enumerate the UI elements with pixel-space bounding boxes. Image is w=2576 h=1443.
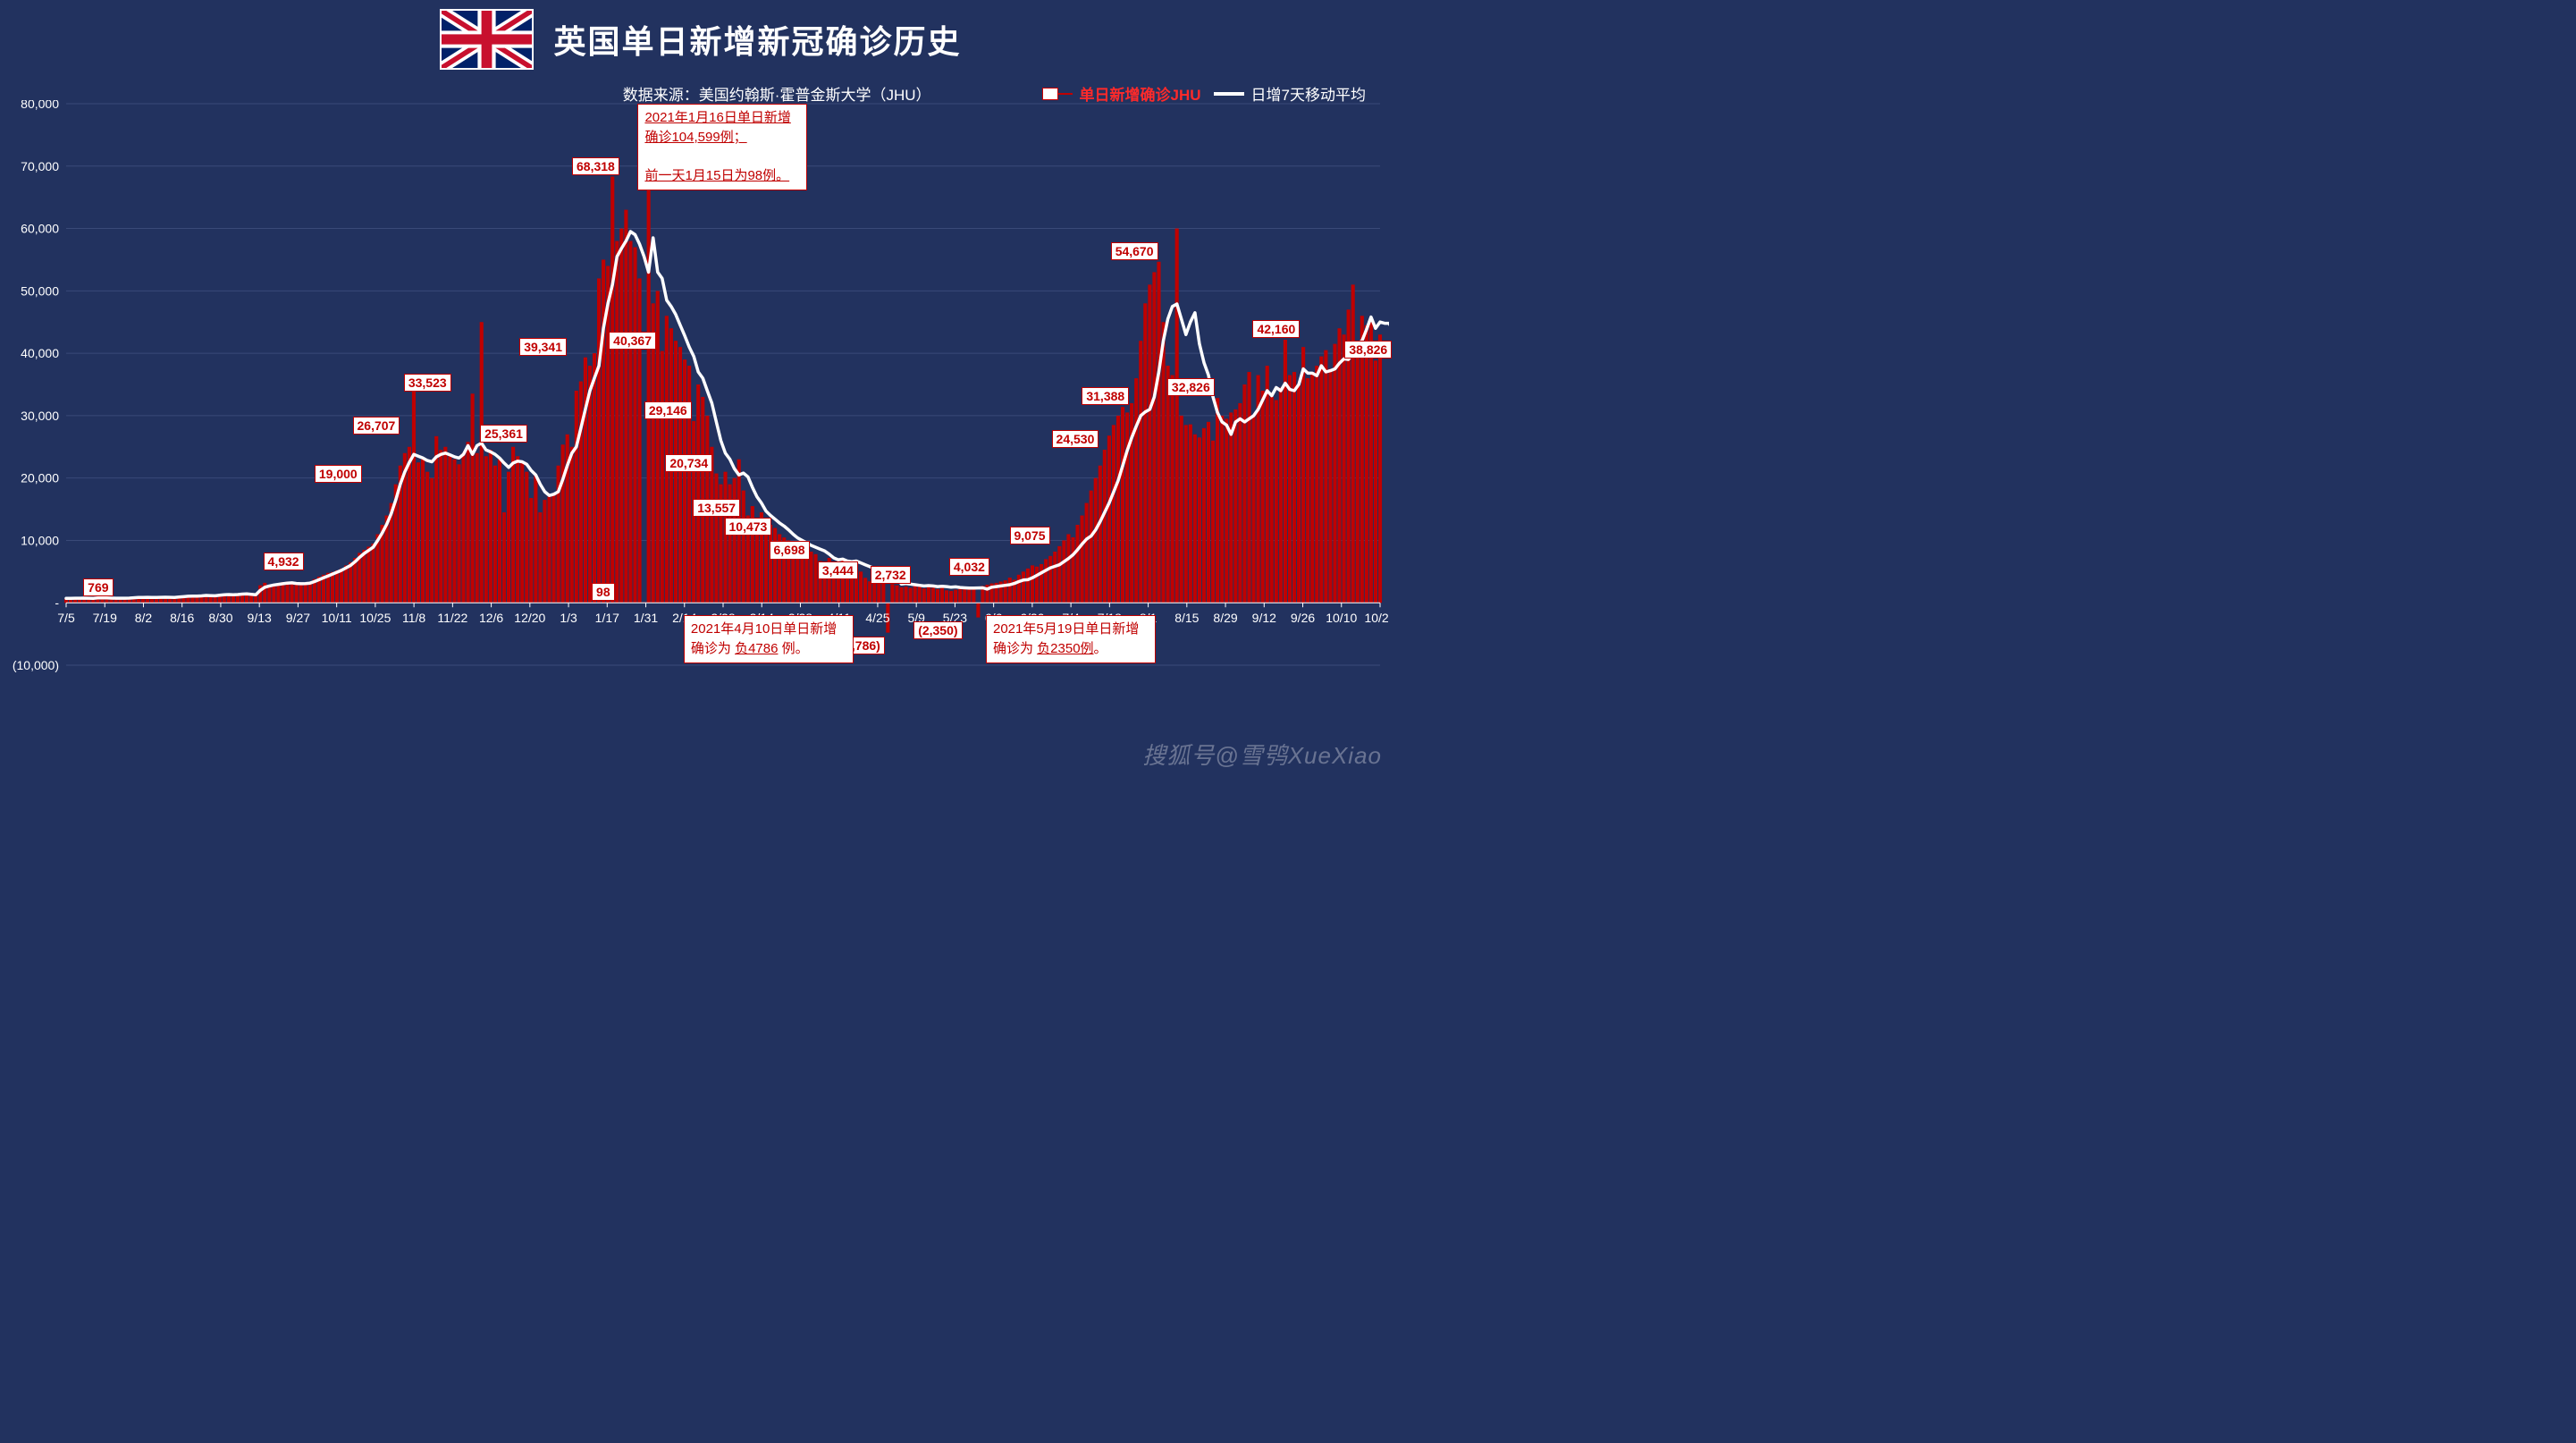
svg-text:7/5: 7/5 bbox=[57, 611, 75, 625]
svg-text:12/6: 12/6 bbox=[479, 611, 503, 625]
data-label: 38,826 bbox=[1344, 341, 1392, 359]
legend-line-swatch bbox=[1214, 92, 1244, 96]
svg-text:4/25: 4/25 bbox=[865, 611, 889, 625]
legend-bar-swatch bbox=[1042, 87, 1073, 101]
svg-text:20,000: 20,000 bbox=[21, 471, 59, 485]
data-label: 24,530 bbox=[1052, 430, 1099, 448]
svg-text:11/22: 11/22 bbox=[437, 611, 467, 625]
data-label: 769 bbox=[83, 578, 113, 596]
svg-text:8/29: 8/29 bbox=[1213, 611, 1237, 625]
data-label: 19,000 bbox=[315, 465, 362, 483]
svg-text:7/19: 7/19 bbox=[93, 611, 117, 625]
annotation: 2021年1月16日单日新增确诊104,599例；前一天1月15日为98例。 bbox=[637, 104, 807, 190]
svg-text:9/12: 9/12 bbox=[1252, 611, 1276, 625]
chart-area: (10,000) - 10,000 20,000 30,000 40,000 50,000 6… bbox=[13, 100, 1389, 781]
data-label: 4,032 bbox=[949, 558, 989, 576]
svg-text:12/20: 12/20 bbox=[514, 611, 545, 625]
data-label: 54,670 bbox=[1111, 242, 1158, 260]
chart-svg: (10,000) - 10,000 20,000 30,000 40,000 50,000 6… bbox=[13, 100, 1389, 781]
data-label: 32,826 bbox=[1167, 378, 1215, 396]
svg-text:10/10: 10/10 bbox=[1326, 611, 1357, 625]
chart-title: 英国单日新增新冠确诊历史 bbox=[553, 16, 961, 63]
svg-text:10/11: 10/11 bbox=[322, 611, 352, 625]
data-label: 42,160 bbox=[1252, 320, 1300, 338]
svg-text:10/25: 10/25 bbox=[359, 611, 391, 625]
svg-text:60,000: 60,000 bbox=[21, 222, 59, 236]
svg-text:50,000: 50,000 bbox=[21, 283, 59, 298]
watermark: 搜狐号@雪鸮XueXiao bbox=[1142, 738, 1382, 771]
data-label: 3,444 bbox=[818, 561, 858, 579]
chart-header: 英国单日新增新冠确诊历史 bbox=[0, 0, 1402, 70]
svg-text:1/3: 1/3 bbox=[560, 611, 577, 625]
data-label: 9,075 bbox=[1010, 527, 1050, 544]
data-label: 40,367 bbox=[609, 332, 656, 350]
svg-text:9/26: 9/26 bbox=[1291, 611, 1315, 625]
svg-text:(10,000): (10,000) bbox=[13, 658, 59, 672]
data-label: 26,707 bbox=[353, 417, 400, 435]
data-label: 68,318 bbox=[572, 157, 619, 175]
data-label: 6,698 bbox=[770, 541, 810, 559]
svg-text:1/31: 1/31 bbox=[634, 611, 658, 625]
svg-text:8/16: 8/16 bbox=[170, 611, 194, 625]
svg-text:8/15: 8/15 bbox=[1174, 611, 1199, 625]
data-label: 13,557 bbox=[693, 499, 740, 517]
svg-text:9/27: 9/27 bbox=[286, 611, 310, 625]
data-label: 31,388 bbox=[1082, 387, 1129, 405]
uk-flag-icon bbox=[440, 9, 534, 70]
data-label: 39,341 bbox=[519, 338, 567, 356]
data-label: 20,734 bbox=[665, 454, 712, 472]
svg-text:9/13: 9/13 bbox=[248, 611, 272, 625]
svg-text:70,000: 70,000 bbox=[21, 159, 59, 173]
svg-text:10,000: 10,000 bbox=[21, 533, 59, 547]
svg-text:10/24: 10/24 bbox=[1364, 611, 1389, 625]
data-label: 98 bbox=[592, 583, 615, 601]
svg-text:11/8: 11/8 bbox=[402, 611, 425, 625]
data-label: 4,932 bbox=[264, 553, 304, 570]
svg-text:-: - bbox=[55, 595, 59, 610]
data-label: (2,350) bbox=[913, 621, 962, 639]
svg-text:8/30: 8/30 bbox=[208, 611, 232, 625]
data-label: 33,523 bbox=[404, 374, 451, 392]
svg-text:80,000: 80,000 bbox=[21, 100, 59, 111]
svg-text:30,000: 30,000 bbox=[21, 409, 59, 423]
data-label: 2,732 bbox=[871, 566, 911, 584]
data-label: 29,146 bbox=[644, 401, 692, 419]
svg-text:40,000: 40,000 bbox=[21, 346, 59, 360]
annotation: 2021年5月19日单日新增确诊为 负2350例。 bbox=[986, 615, 1156, 663]
data-label: 25,361 bbox=[480, 425, 527, 443]
data-label: 10,473 bbox=[725, 518, 772, 536]
svg-text:1/17: 1/17 bbox=[595, 611, 619, 625]
annotation: 2021年4月10日单日新增确诊为 负4786 例。 bbox=[684, 615, 854, 663]
svg-text:8/2: 8/2 bbox=[135, 611, 153, 625]
